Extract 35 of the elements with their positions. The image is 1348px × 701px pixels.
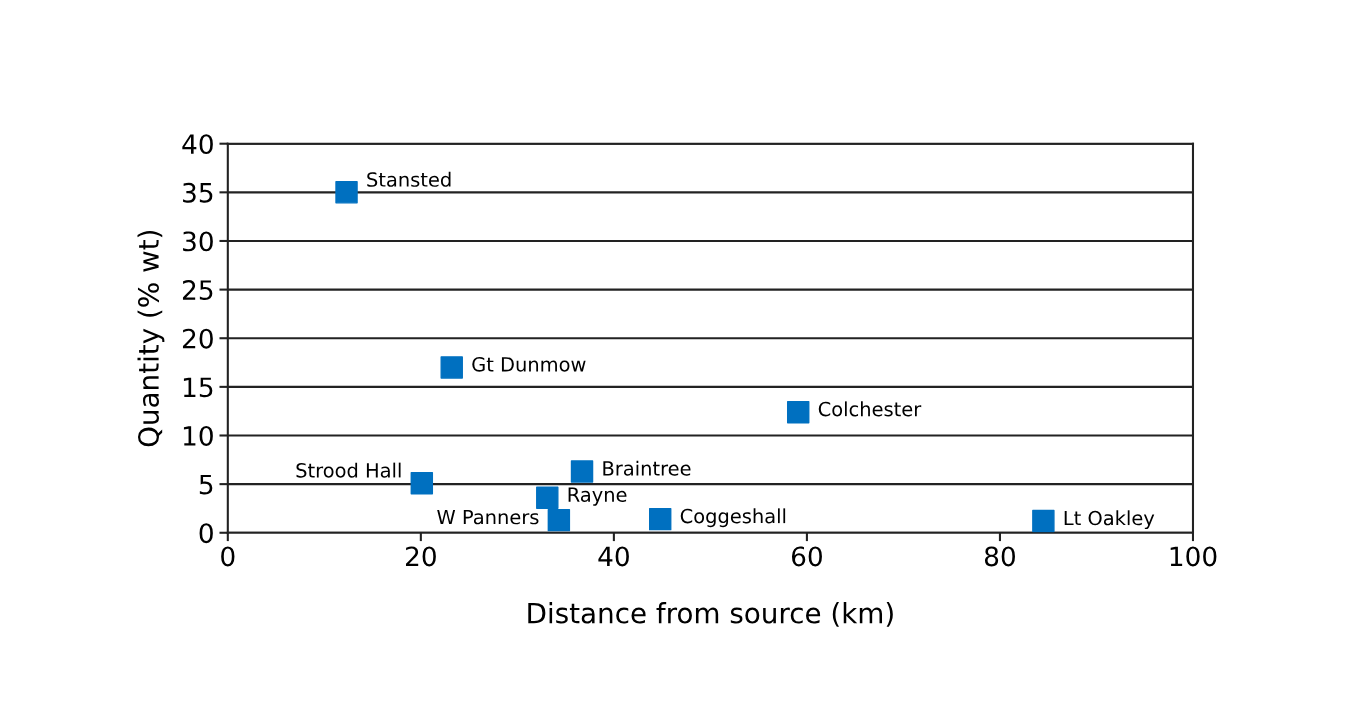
point [786,400,810,424]
y-axis-title: Quantity (% wt) [137,230,165,447]
x-tick-label: 60 [791,546,822,567]
point [1032,509,1055,533]
point [440,356,463,379]
annotation: W Panners [437,509,539,525]
x-tick-label: 80 [984,546,1015,567]
annotation: Braintree [603,460,691,476]
x-tick-label: 20 [405,546,436,567]
point [335,181,358,204]
x-axis-title: Distance from source (km) [528,602,893,627]
point [410,471,434,495]
y-tick-label: 35 [183,182,213,203]
annotation: Stansted [367,171,451,187]
y-tick-label: 10 [183,425,213,446]
annotation: Gt Dunmow [472,356,586,372]
y-tick-label: 5 [199,474,213,495]
x-tick-label: 100 [1170,546,1217,567]
y-tick-label: 30 [183,231,213,252]
annotation: Strood Hall [296,462,401,478]
x-tick-label: 0 [221,546,235,567]
x-tick-label: 40 [598,546,629,567]
point [570,460,594,483]
annotation: Rayne [568,487,627,506]
y-tick-label: 40 [182,134,213,155]
annotation: Lt Oakley [1064,510,1155,530]
y-tick-label: 0 [199,523,213,544]
point [536,486,559,509]
y-tick-label: 25 [182,280,213,300]
y-tick-label: 15 [183,377,213,398]
annotation: Colchester [818,401,922,417]
annotation: Coggeshall [680,508,786,528]
point [547,508,571,532]
y-tick-label: 20 [182,328,213,349]
point [648,507,672,531]
